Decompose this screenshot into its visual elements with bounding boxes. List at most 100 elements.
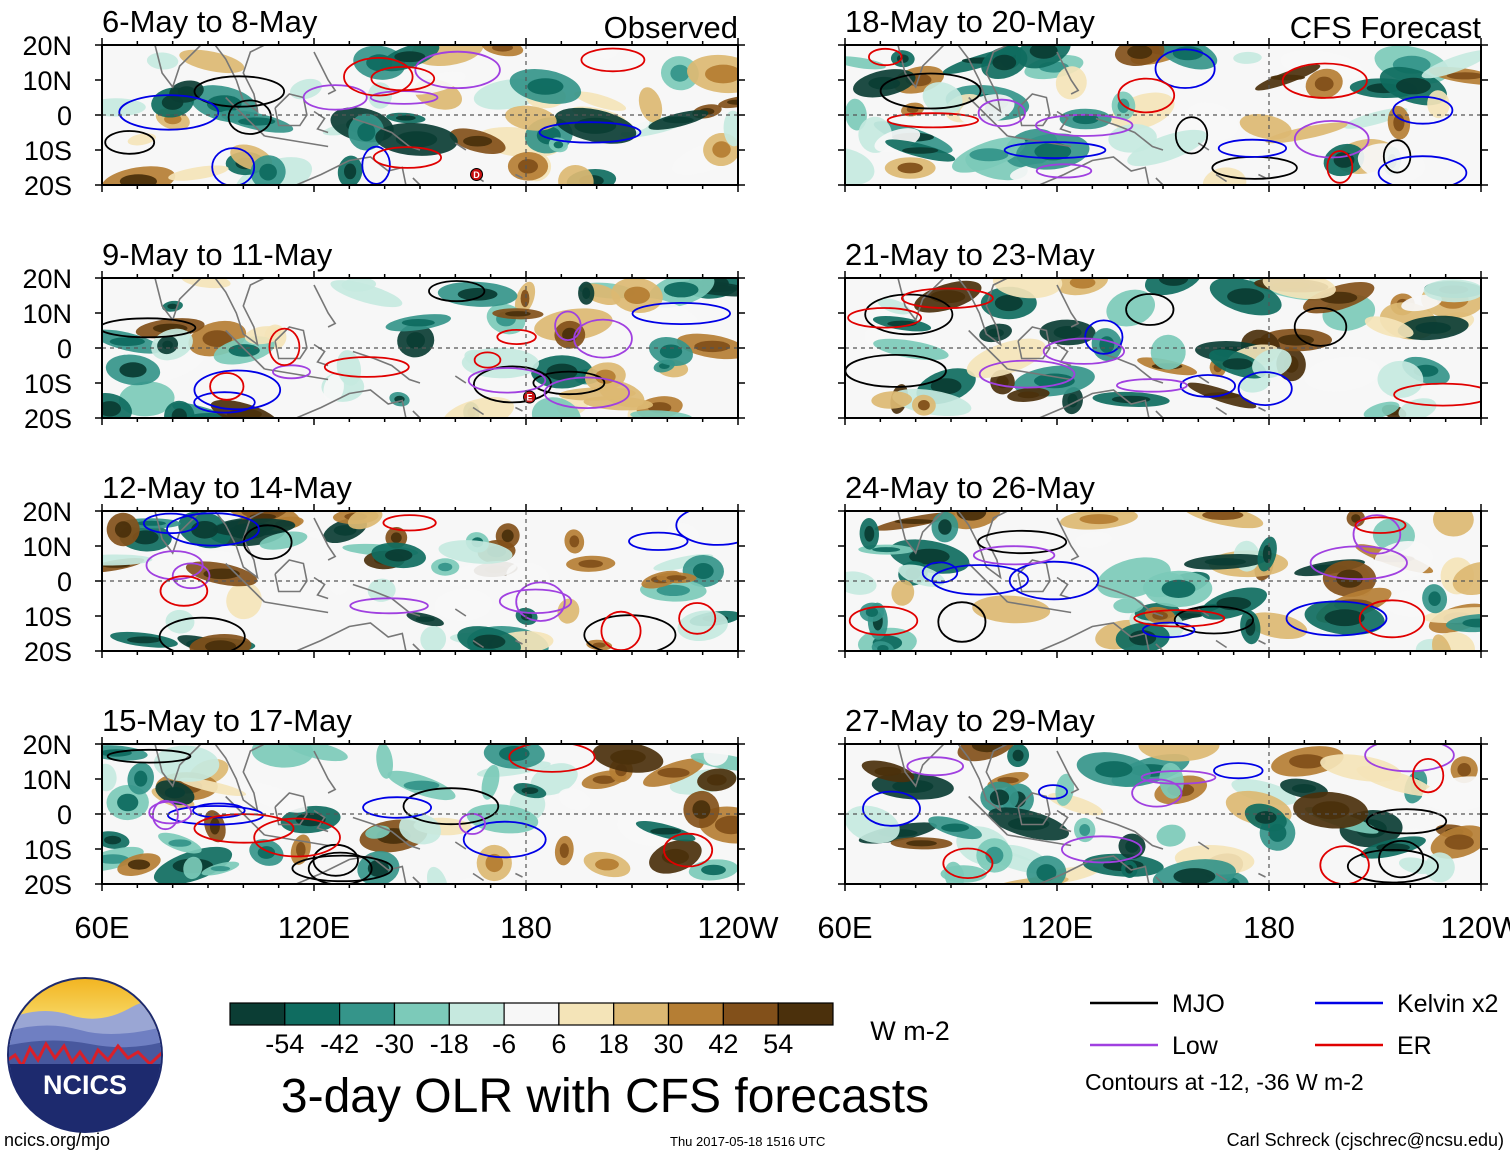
contour-mjo	[1378, 839, 1425, 879]
ncics-logo: NCICS	[7, 977, 163, 1133]
olr-anomaly-core	[209, 817, 220, 835]
olr-anomaly-cell	[1233, 51, 1262, 64]
olr-anomaly-core	[390, 532, 402, 543]
contour-low	[145, 550, 204, 581]
coastline	[264, 368, 329, 381]
contour-er	[1358, 599, 1426, 639]
olr-anomaly-core	[969, 148, 1009, 162]
olr-anomaly-core	[344, 163, 357, 180]
contour-kelvin-x2	[192, 802, 246, 819]
panel-6: 21-May to 23-May	[838, 237, 1488, 425]
coastline	[214, 45, 265, 114]
olr-anomaly-cell	[1150, 334, 1186, 370]
olr-anomaly-cell	[1252, 348, 1292, 379]
lat-tick-label: 20N	[22, 497, 72, 527]
olr-anomaly-core	[1079, 514, 1119, 525]
colorbar-tick-label: 18	[599, 1029, 629, 1059]
contour-low	[1131, 778, 1183, 808]
olr-anomaly-cell	[153, 745, 220, 782]
olr-anomaly-core	[595, 858, 619, 871]
coastline	[214, 511, 265, 580]
colorbar-tick-label: -18	[430, 1029, 469, 1059]
coastline	[154, 45, 202, 89]
olr-anomaly-core	[1034, 373, 1075, 389]
coastline	[968, 795, 1009, 836]
contour-kelvin-x2	[462, 820, 547, 859]
olr-anomaly-core	[997, 777, 1019, 784]
olr-anomaly-core	[205, 640, 236, 651]
olr-anomaly-field: D	[102, 45, 738, 185]
contour-mjo	[977, 529, 1068, 555]
contour-er	[1319, 845, 1370, 884]
olr-anomaly-cell	[1377, 360, 1424, 398]
olr-anomaly-core	[1172, 46, 1204, 61]
olr-anomaly-core	[989, 789, 1010, 806]
contour-kelvin-x2	[1213, 762, 1264, 780]
olr-anomaly-core	[692, 800, 711, 819]
olr-anomaly-core	[918, 400, 930, 411]
lat-tick-label: 10S	[24, 136, 72, 166]
olr-anomaly-cell	[259, 531, 308, 550]
contour-kelvin-x2	[1003, 141, 1107, 160]
olr-anomaly-core	[1069, 278, 1096, 289]
olr-anomaly-cell	[481, 764, 500, 800]
contour-er	[867, 47, 903, 67]
lat-tick-label: 20S	[24, 870, 72, 900]
coastline	[1258, 872, 1266, 878]
olr-anomaly-field	[102, 511, 738, 651]
coastline	[1017, 326, 1051, 360]
olr-anomaly-core	[1415, 322, 1451, 334]
olr-anomaly-core	[656, 584, 690, 597]
main-title: 3-day OLR with CFS forecasts	[281, 1070, 929, 1123]
olr-anomaly-core	[167, 303, 178, 309]
olr-anomaly-core	[1351, 514, 1361, 523]
lat-tick-label: 20S	[24, 404, 72, 434]
olr-anomaly-cell	[434, 588, 493, 622]
olr-anomaly-cell	[630, 410, 693, 418]
lat-tick-label: 10N	[22, 66, 72, 96]
olr-anomaly-core	[1457, 763, 1471, 777]
colorbar-tick-label: -42	[320, 1029, 359, 1059]
coastline	[1017, 792, 1051, 826]
coastline	[352, 816, 421, 850]
colorbar: -54 -42 -30 -18 -6 6 18 30 42 54	[229, 1002, 834, 1059]
olr-anomaly-core	[1262, 545, 1272, 563]
coastline	[515, 639, 523, 645]
panel-1: D 20N 10N 0 10S 20S 6-May to 8-May Observed	[22, 4, 745, 201]
lon-tick-label: 60E	[74, 910, 129, 945]
olr-anomaly-core	[1255, 811, 1277, 824]
panel-title: 15-May to 17-May	[102, 703, 352, 738]
contour-mjo	[864, 293, 954, 336]
olr-anomaly-core	[659, 344, 683, 359]
olr-anomaly-core	[930, 378, 962, 395]
storm-marker-label: E	[527, 393, 533, 403]
olr-anomaly-core	[415, 616, 435, 622]
contour-er	[580, 47, 646, 73]
contour-low	[467, 367, 547, 394]
olr-anomaly-cell	[1055, 66, 1087, 100]
contour-mjo	[106, 748, 192, 764]
olr-anomaly-core	[1036, 864, 1057, 882]
olr-anomaly-core	[164, 787, 185, 799]
olr-anomaly-cell	[1106, 289, 1156, 327]
olr-anomaly-core	[894, 519, 936, 524]
contour-mjo	[158, 616, 246, 651]
contour-low	[151, 799, 179, 831]
olr-anomaly-cell	[102, 763, 117, 792]
olr-anomaly-core	[463, 135, 493, 147]
contour-kelvin-x2	[362, 796, 433, 819]
olr-anomaly-core	[670, 64, 690, 82]
colorbar-tick-label: 6	[551, 1029, 566, 1059]
olr-anomaly-cell	[367, 578, 396, 602]
olr-anomaly-cell	[506, 562, 550, 591]
coastline	[264, 135, 329, 148]
olr-anomaly-cell	[1320, 754, 1402, 782]
olr-anomaly-core	[102, 401, 121, 417]
coastline	[1258, 639, 1266, 645]
coastline	[1095, 117, 1164, 151]
coastline	[1056, 51, 1080, 95]
coastline	[1258, 406, 1266, 412]
olr-anomaly-core	[1173, 868, 1216, 884]
contour-low	[1042, 337, 1126, 365]
panels-group: D 20N 10N 0 10S 20S 6-May to 8-May Observed E 20N…	[22, 4, 1510, 945]
